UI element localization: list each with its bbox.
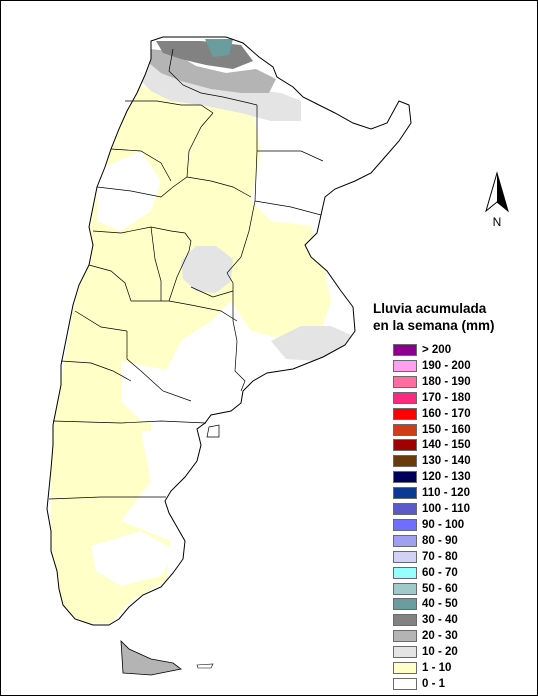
legend-label: > 200: [422, 344, 452, 356]
legend-label: 190 - 200: [422, 359, 471, 372]
rain-zone-1-10-east: [271, 221, 319, 263]
legend-label: 80 - 90: [422, 534, 458, 547]
legend-item: 170 - 180: [393, 391, 523, 406]
legend-label: 180 - 190: [422, 375, 471, 388]
legend-label: 90 - 100: [422, 518, 465, 531]
legend-swatch: [393, 344, 417, 356]
province-borders: [48, 48, 324, 500]
legend-label: 30 - 40: [422, 614, 458, 627]
legend-item: 10 - 20: [393, 645, 523, 660]
legend-item: 0 - 1: [393, 677, 523, 692]
legend-label: 0 - 1: [422, 677, 446, 690]
legend-swatch: [393, 391, 417, 404]
legend-swatch: [393, 550, 417, 563]
legend-swatch: [393, 582, 417, 595]
legend-item: 180 - 190: [393, 375, 523, 390]
country-outline: [46, 36, 412, 626]
rain-zone-20-30-north: [149, 49, 276, 93]
legend-swatch: [393, 471, 417, 484]
legend-label: 160 - 170: [422, 407, 471, 420]
legend-label: 60 - 70: [422, 566, 458, 579]
legend-label: 20 - 30: [422, 630, 458, 643]
legend-swatch: [393, 566, 417, 579]
legend-swatch: [393, 455, 417, 468]
legend-item: 150 - 160: [393, 423, 523, 438]
legend-swatch: [393, 487, 417, 500]
legend-item: 130 - 140: [393, 454, 523, 469]
legend-swatch: [393, 614, 417, 627]
legend-item: 50 - 60: [393, 582, 523, 597]
legend-label: 70 - 80: [422, 550, 458, 563]
legend-item: 1 - 10: [393, 661, 523, 676]
rain-zone-10-20-center: [181, 246, 233, 293]
legend-swatch: [393, 375, 417, 388]
legend-item: 90 - 100: [393, 518, 523, 533]
legend-label: 120 - 130: [422, 471, 471, 484]
legend-swatch: [393, 662, 417, 674]
legend-title-line-1: Lluvia acumulada: [373, 301, 487, 316]
legend-item: 40 - 50: [393, 597, 523, 612]
legend-item: 100 - 110: [393, 502, 523, 517]
legend-label: 130 - 140: [422, 455, 471, 468]
legend-label: 40 - 50: [422, 598, 458, 611]
legend-item: 120 - 130: [393, 470, 523, 485]
rain-zone-0-1-patagonia: [91, 531, 176, 586]
legend-item: 80 - 90: [393, 534, 523, 549]
legend-label: 140 - 150: [422, 439, 471, 452]
legend-title: Lluvia acumulada en la semana (mm): [373, 300, 523, 334]
legend-swatch: [393, 518, 417, 531]
legend-label: 50 - 60: [422, 582, 458, 595]
legend-swatch: [393, 630, 417, 643]
legend-label: 10 - 20: [422, 646, 458, 659]
rain-zone-0-1-center: [121, 361, 191, 421]
legend-swatch: [393, 439, 417, 452]
legend-item: 70 - 80: [393, 550, 523, 565]
isla-de-los-estados: [196, 663, 214, 669]
legend-label: 1 - 10: [422, 662, 452, 674]
legend-swatch: [393, 677, 417, 690]
legend-item: 110 - 120: [393, 486, 523, 501]
legend-item: 20 - 30: [393, 629, 523, 644]
legend-label: 110 - 120: [422, 487, 470, 500]
legend-label: 100 - 110: [422, 503, 470, 515]
legend-swatch: [393, 423, 417, 436]
north-arrow-icon: [485, 171, 509, 213]
legend-item: 140 - 150: [393, 438, 523, 453]
legend-item: 60 - 70: [393, 566, 523, 581]
legend-item: 30 - 40: [393, 613, 523, 628]
legend-label: 170 - 180: [422, 391, 471, 404]
north-arrow: N: [479, 171, 515, 233]
legend-swatch: [393, 598, 417, 611]
tierra-del-fuego: [120, 639, 182, 676]
legend-item: > 200: [393, 343, 523, 358]
legend-swatch: [393, 534, 417, 547]
rain-zone-0-1-northeast: [263, 141, 341, 211]
legend-swatch: [393, 359, 417, 372]
legend-label: 150 - 160: [422, 423, 471, 436]
legend-item: 160 - 170: [393, 407, 523, 422]
legend-title-line-2: en la semana (mm): [373, 318, 495, 333]
legend-item: 190 - 200: [393, 359, 523, 374]
legend-swatch: [393, 407, 417, 420]
rain-zone-40-50-north: [205, 39, 233, 57]
legend-swatch: [393, 646, 417, 659]
north-arrow-label: N: [492, 215, 502, 229]
legend-swatch: [393, 503, 417, 515]
